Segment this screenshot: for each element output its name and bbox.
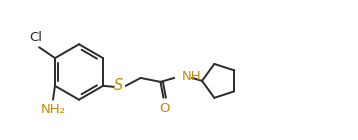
Text: NH₂: NH₂ — [40, 103, 66, 116]
Text: NH: NH — [182, 70, 202, 83]
Text: O: O — [159, 102, 170, 115]
Text: S: S — [114, 78, 124, 93]
Text: Cl: Cl — [30, 31, 43, 44]
